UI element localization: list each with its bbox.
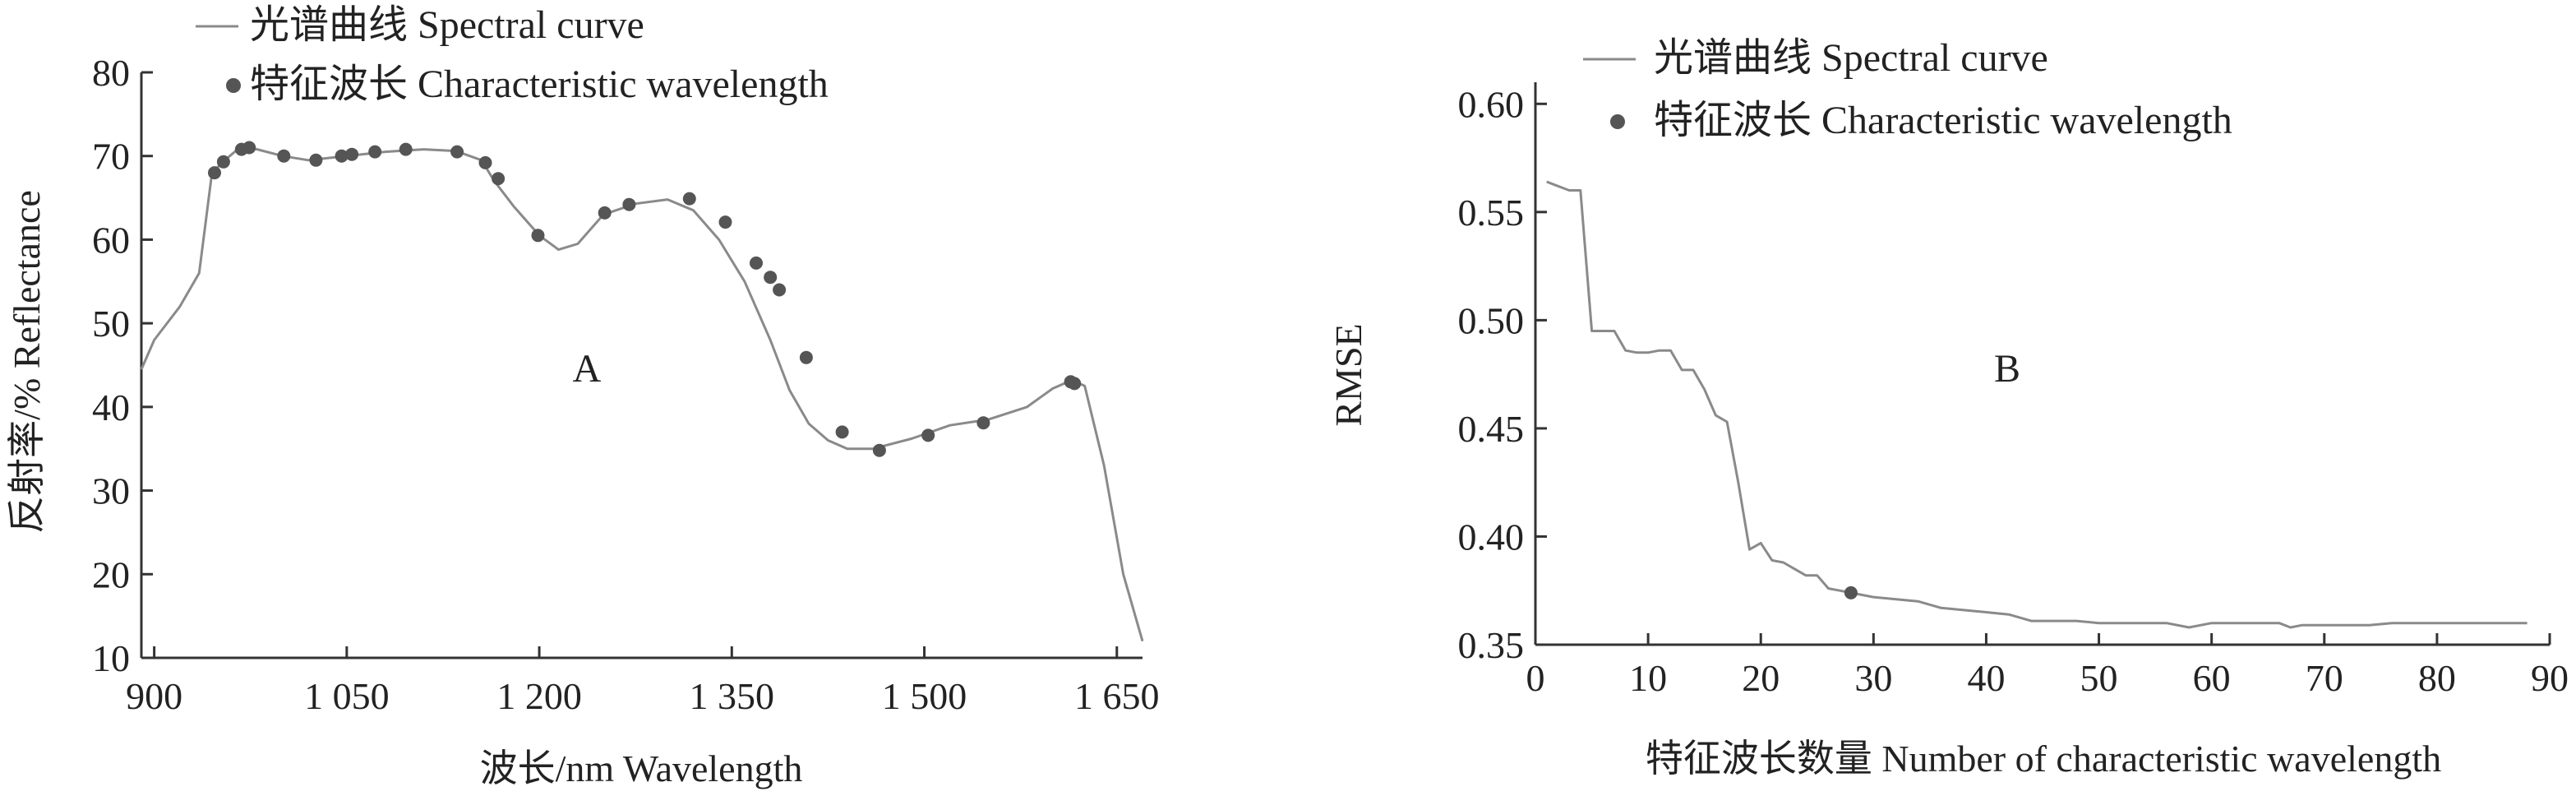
y-tick-label: 10 — [92, 637, 130, 679]
characteristic-wavelength-point — [773, 283, 787, 297]
chart-panel-a: A 波长/nm Wavelength 反射率/% Reflectance 光谱曲… — [6, 3, 1160, 789]
x-tick-label: 40 — [1967, 657, 2005, 699]
legend-swatch-dot-a — [226, 78, 241, 93]
legend-label-dot-a: 特征波长 Characteristic wavelength — [250, 62, 829, 106]
characteristic-wavelength-point — [478, 155, 492, 169]
legend-swatch-dot-b — [1610, 114, 1625, 129]
characteristic-wavelength-point — [835, 425, 849, 439]
y-tick-label: 80 — [92, 52, 130, 94]
y-tick-label: 0.45 — [1458, 408, 1525, 450]
x-tick-label: 30 — [1854, 657, 1892, 699]
characteristic-wavelength-point — [309, 153, 323, 167]
characteristic-wavelength-point — [345, 147, 359, 161]
characteristic-wavelength-point — [1844, 585, 1858, 599]
y-tick-label: 50 — [92, 303, 130, 345]
y-tick-label: 0.50 — [1458, 299, 1525, 341]
x-tick-label: 0 — [1526, 657, 1545, 699]
characteristic-wavelength-point — [216, 155, 230, 169]
legend-label-curve-b: 光谱曲线 Spectral curve — [1654, 36, 2048, 80]
characteristic-wavelength-point — [399, 142, 413, 156]
y-tick-label: 20 — [92, 553, 130, 595]
characteristic-wavelength-point — [799, 350, 813, 364]
legend-label-dot-b: 特征波长 Characteristic wavelength — [1654, 99, 2232, 142]
y-tick-label: 70 — [92, 136, 130, 178]
y-tick-label: 0.55 — [1458, 192, 1525, 234]
x-tick-label: 900 — [126, 675, 182, 717]
y-axis-label-b: RMSE — [1327, 323, 1369, 426]
characteristic-wavelength-point — [277, 149, 291, 163]
x-axis-label-b: 特征波长数量 Number of characteristic waveleng… — [1646, 738, 2441, 780]
characteristic-wavelength-point — [208, 166, 221, 180]
x-tick-label: 20 — [1742, 657, 1780, 699]
characteristic-wavelength-point — [872, 443, 886, 457]
characteristic-wavelength-point — [976, 416, 990, 430]
characteristic-wavelength-point — [531, 229, 545, 243]
panel-label-a: A — [573, 347, 602, 391]
x-tick-label: 50 — [2080, 657, 2118, 699]
characteristic-wavelength-point — [242, 141, 256, 155]
x-axis-label-a: 波长/nm Wavelength — [480, 747, 803, 789]
legend-label-curve-a: 光谱曲线 Spectral curve — [250, 3, 644, 47]
characteristic-wavelength-point — [368, 145, 382, 159]
x-tick-label: 1 050 — [304, 675, 390, 717]
y-tick-label: 0.35 — [1458, 624, 1525, 666]
x-tick-label: 80 — [2418, 657, 2456, 699]
x-tick-label: 90 — [2531, 657, 2569, 699]
characteristic-wavelength-point — [750, 256, 763, 270]
characteristic-wavelength-point — [921, 428, 935, 442]
characteristic-wavelength-point — [764, 271, 778, 285]
characteristic-wavelength-point — [718, 215, 732, 229]
x-tick-label: 10 — [1629, 657, 1667, 699]
y-tick-label: 0.60 — [1458, 83, 1525, 125]
characteristic-wavelength-point — [622, 197, 636, 211]
panel-label-b: B — [1994, 347, 2020, 391]
x-tick-label: 60 — [2193, 657, 2231, 699]
x-tick-label: 1 200 — [496, 675, 582, 717]
characteristic-wavelength-point — [335, 149, 349, 163]
x-tick-label: 1 350 — [690, 675, 775, 717]
characteristic-wavelength-point — [598, 206, 612, 220]
y-tick-label: 30 — [92, 470, 130, 512]
y-tick-label: 40 — [92, 386, 130, 428]
characteristic-wavelength-point — [450, 145, 464, 159]
y-axis-label-a: 反射率/% Reflectance — [6, 190, 48, 534]
chart-panel-b: B 特征波长数量 Number of characteristic wavele… — [1327, 36, 2569, 780]
characteristic-wavelength-point — [492, 172, 506, 186]
series-line-spectral-curve-a — [140, 146, 1144, 642]
series-line-spectral-curve-b — [1546, 180, 2528, 629]
y-tick-label: 60 — [92, 219, 130, 261]
x-tick-label: 70 — [2306, 657, 2343, 699]
x-tick-label: 1 500 — [882, 675, 967, 717]
characteristic-wavelength-point — [1068, 377, 1082, 391]
characteristic-wavelength-point — [682, 192, 696, 206]
x-tick-label: 1 650 — [1074, 675, 1160, 717]
y-tick-label: 0.40 — [1458, 516, 1525, 558]
